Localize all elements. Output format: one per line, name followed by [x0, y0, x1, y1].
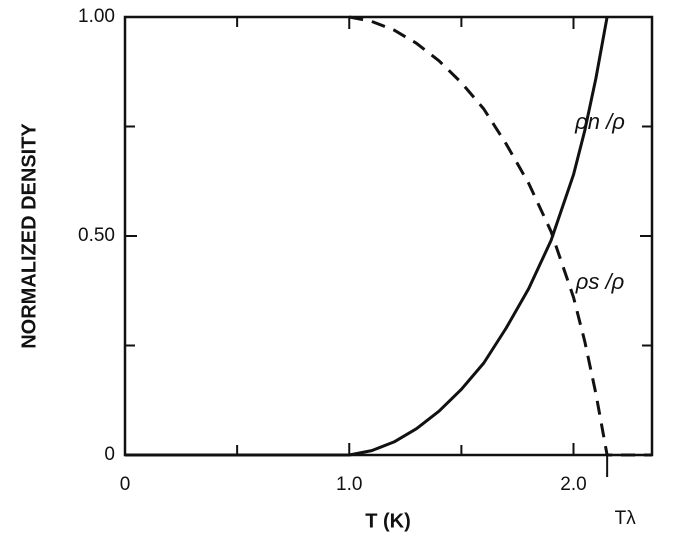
x-tick-label: 2.0 [560, 474, 586, 495]
series-label: ρs /ρ [575, 269, 624, 294]
plot-frame [123, 15, 654, 457]
y-tick-label: 0.50 [78, 225, 115, 246]
x-axis-label: T (K) [365, 510, 411, 532]
y-tick-label: 1.00 [78, 6, 115, 27]
series-label: ρn /ρ [574, 109, 625, 134]
x-tick-label: 0 [120, 474, 131, 495]
y-axis-label: NORMALIZED DENSITY [18, 123, 40, 349]
series-line [349, 15, 652, 457]
y-tick-label: 0 [104, 444, 115, 465]
x-tick-label: 1.0 [336, 474, 362, 495]
series-line [125, 16, 609, 457]
annotation: Tλ [615, 508, 637, 529]
